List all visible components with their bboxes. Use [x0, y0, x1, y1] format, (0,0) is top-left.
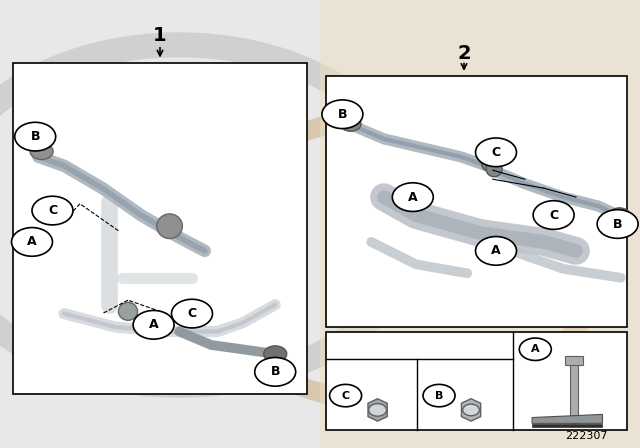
Text: 222307: 222307 — [566, 431, 608, 441]
Circle shape — [172, 299, 212, 328]
Text: C: C — [549, 208, 558, 222]
Circle shape — [369, 404, 387, 416]
Circle shape — [30, 143, 53, 159]
Ellipse shape — [482, 156, 498, 171]
Circle shape — [609, 208, 630, 222]
Bar — [13, 63, 307, 394]
FancyBboxPatch shape — [320, 0, 640, 448]
Text: C: C — [48, 204, 57, 217]
Circle shape — [330, 384, 362, 407]
Text: 1: 1 — [153, 26, 167, 45]
Circle shape — [476, 237, 516, 265]
Text: A: A — [408, 190, 418, 204]
Circle shape — [463, 404, 479, 416]
Circle shape — [255, 358, 296, 386]
Text: C: C — [188, 307, 196, 320]
Text: B: B — [613, 217, 622, 231]
Text: A: A — [27, 235, 37, 249]
Text: B: B — [338, 108, 347, 121]
Bar — [565, 356, 583, 365]
Text: B: B — [31, 130, 40, 143]
Text: A: A — [491, 244, 501, 258]
Bar — [326, 332, 627, 430]
Polygon shape — [532, 414, 602, 423]
Text: A: A — [531, 344, 540, 354]
Polygon shape — [368, 399, 387, 421]
Text: 2: 2 — [457, 44, 471, 63]
Circle shape — [533, 201, 574, 229]
Circle shape — [340, 117, 361, 131]
Bar — [326, 76, 627, 327]
Circle shape — [15, 122, 56, 151]
Circle shape — [392, 183, 433, 211]
Circle shape — [32, 196, 73, 225]
Circle shape — [322, 100, 363, 129]
Text: B: B — [271, 365, 280, 379]
Circle shape — [133, 310, 174, 339]
Bar — [570, 356, 578, 423]
Ellipse shape — [157, 214, 182, 238]
Text: A: A — [148, 318, 159, 332]
Ellipse shape — [118, 302, 138, 320]
Ellipse shape — [486, 161, 502, 177]
Polygon shape — [461, 399, 481, 421]
Circle shape — [476, 138, 516, 167]
Circle shape — [597, 210, 638, 238]
Text: B: B — [435, 391, 444, 401]
Circle shape — [519, 338, 551, 361]
Text: C: C — [342, 391, 349, 401]
Circle shape — [264, 346, 287, 362]
Circle shape — [12, 228, 52, 256]
Polygon shape — [532, 424, 602, 427]
Circle shape — [423, 384, 455, 407]
Text: C: C — [492, 146, 500, 159]
